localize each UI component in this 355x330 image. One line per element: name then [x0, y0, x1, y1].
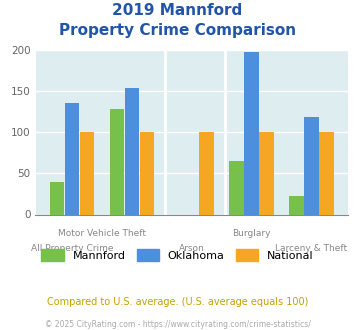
Text: Motor Vehicle Theft: Motor Vehicle Theft [58, 229, 146, 238]
Bar [304, 117, 319, 214]
Bar [289, 196, 304, 214]
Bar [200, 132, 214, 214]
Bar [80, 132, 94, 214]
Bar [50, 182, 64, 215]
Text: All Property Crime: All Property Crime [31, 244, 113, 253]
Bar [110, 109, 124, 214]
Bar [140, 132, 154, 214]
Bar [125, 88, 139, 214]
Bar [245, 52, 259, 214]
Text: Arson: Arson [179, 244, 204, 253]
Bar [260, 132, 274, 214]
Text: Property Crime Comparison: Property Crime Comparison [59, 23, 296, 38]
Text: Larceny & Theft: Larceny & Theft [275, 244, 348, 253]
Text: Burglary: Burglary [233, 229, 271, 238]
Bar [65, 103, 79, 214]
Text: 2019 Mannford: 2019 Mannford [113, 3, 242, 18]
Bar [229, 161, 244, 214]
Text: Compared to U.S. average. (U.S. average equals 100): Compared to U.S. average. (U.S. average … [47, 297, 308, 307]
Text: © 2025 CityRating.com - https://www.cityrating.com/crime-statistics/: © 2025 CityRating.com - https://www.city… [45, 320, 310, 329]
Legend: Mannford, Oklahoma, National: Mannford, Oklahoma, National [37, 245, 318, 265]
Bar [319, 132, 334, 214]
